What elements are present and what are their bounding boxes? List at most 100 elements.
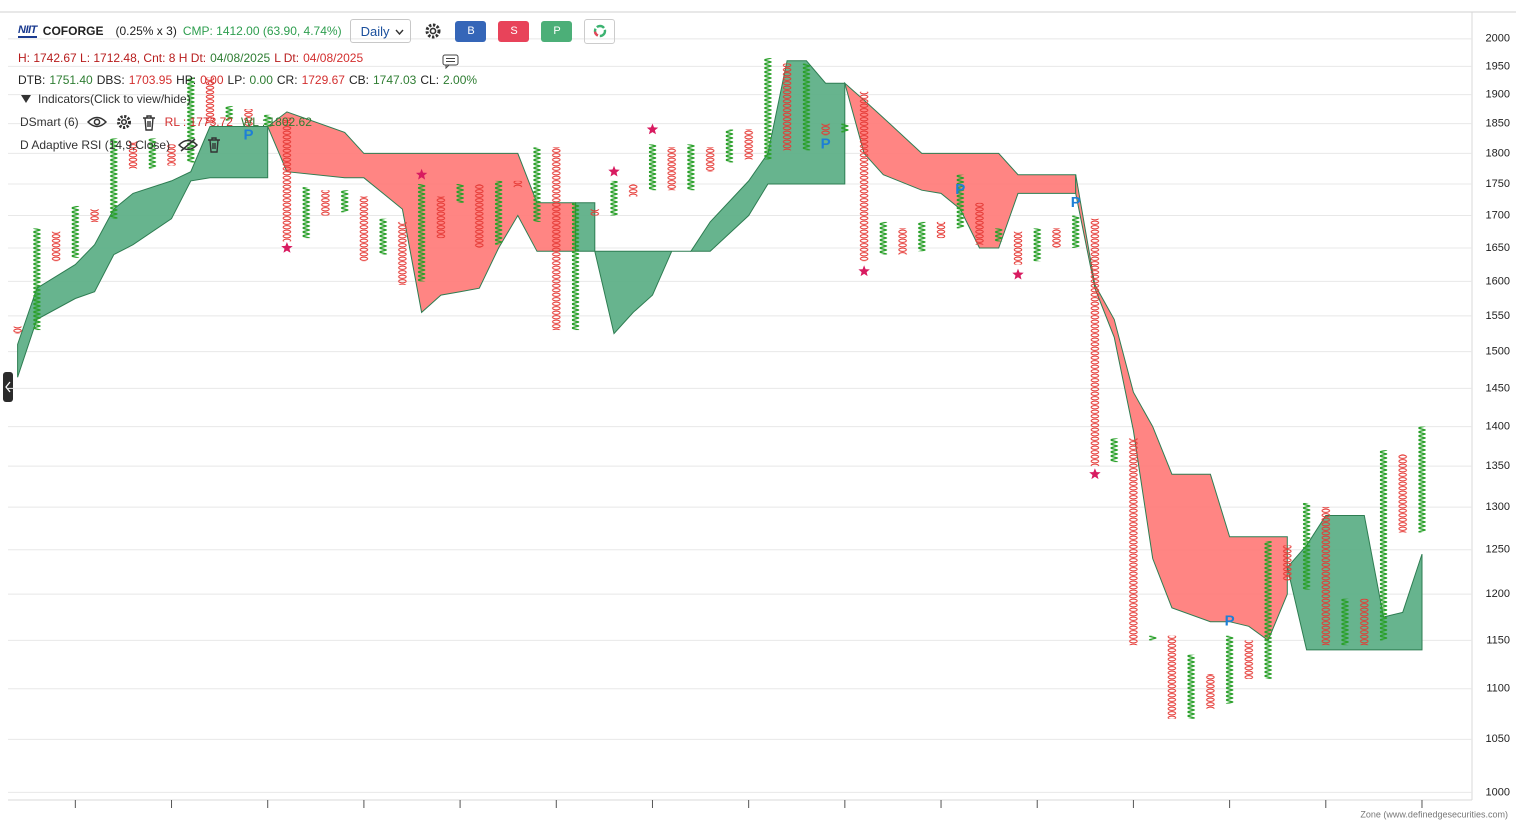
pnf-column-group <box>1032 228 1043 262</box>
pnf-column-group <box>743 129 754 160</box>
y-tick-label: 1250 <box>1486 544 1510 556</box>
pnf-column-group <box>570 202 581 331</box>
pnf-column-group <box>1320 507 1331 646</box>
delete-icon[interactable] <box>141 114 157 131</box>
y-tick-label: 1500 <box>1486 345 1510 357</box>
p-button[interactable]: P <box>541 20 573 42</box>
o-column <box>12 326 23 334</box>
pnf-column-group <box>628 184 639 197</box>
stat-text: LP: <box>227 73 246 87</box>
star-marker <box>608 165 620 177</box>
pnf-column-group <box>762 58 773 160</box>
pnf-column-group <box>512 180 523 188</box>
pnf-column-group <box>1128 438 1139 646</box>
o-column <box>512 180 523 188</box>
star-marker <box>415 168 428 180</box>
o-column <box>205 77 215 124</box>
pnf-column-group <box>455 184 466 203</box>
x-column <box>493 180 504 245</box>
pnf-column-group <box>1089 218 1100 467</box>
interval-text[interactable]: Daily <box>360 24 390 39</box>
dropdown-icon[interactable] <box>395 29 405 35</box>
stat-text: HP: <box>176 73 197 87</box>
x-column <box>1032 228 1043 262</box>
pnf-column-group <box>878 221 889 255</box>
o-column <box>128 141 138 169</box>
indicator-toggle-text[interactable]: Indicators(Click to view/hide) <box>38 92 191 106</box>
o-column <box>782 63 793 151</box>
o-column <box>820 123 831 136</box>
pnf-column-group <box>128 141 138 169</box>
x-column <box>455 184 466 203</box>
x-column <box>416 184 427 282</box>
o-column <box>243 109 254 127</box>
x-column <box>1186 654 1197 719</box>
pnf-column-group <box>705 147 716 172</box>
x-column <box>147 138 158 169</box>
cloud-area <box>17 126 269 378</box>
delete-icon[interactable] <box>206 136 222 153</box>
x-column <box>801 63 812 151</box>
pnf-column-group <box>339 190 350 213</box>
settings-icon[interactable] <box>423 21 443 41</box>
o-column <box>589 209 600 216</box>
x-column <box>378 218 389 255</box>
x-column <box>1301 502 1312 590</box>
star-marker <box>646 123 659 135</box>
indicator-row: D Adaptive RSI (14,9,Close) <box>20 136 222 153</box>
x-column <box>609 180 619 216</box>
o-column <box>1013 231 1023 265</box>
pnf-column-group <box>1301 502 1312 590</box>
toggle-icon[interactable] <box>20 94 32 104</box>
o-column <box>705 147 716 172</box>
pnf-column-group <box>1013 231 1023 265</box>
sell-button[interactable]: S <box>498 20 530 42</box>
pnf-column-group <box>243 109 254 127</box>
view-icon[interactable] <box>178 137 199 152</box>
y-tick-label: 1300 <box>1486 501 1510 513</box>
pnf-column-group <box>839 123 850 133</box>
stat-text: H: 1742.67 L: 1712.48, Cnt: 8 H Dt: <box>18 51 207 65</box>
interval-select[interactable]: Daily <box>349 19 412 43</box>
pnf-column-group <box>108 138 119 219</box>
x-column <box>70 205 81 258</box>
indicator-name: DSmart (6) <box>20 115 79 129</box>
pnf-column-group <box>378 218 389 255</box>
y-tick-label: 1350 <box>1486 460 1510 472</box>
indicator-settings-icon[interactable] <box>115 113 133 131</box>
o-column <box>551 147 562 331</box>
cloud-area <box>575 202 691 335</box>
pnf-column-group <box>666 147 677 191</box>
refresh-icon[interactable] <box>593 24 607 38</box>
x-column <box>532 147 542 222</box>
pnf-column-group <box>916 221 927 252</box>
o-column <box>1282 545 1293 581</box>
plot-layer: P P P P P <box>8 38 1472 808</box>
star-marker <box>1012 268 1024 280</box>
indicator-values: RL : 1773.72 WL : 1802.62 <box>165 115 312 129</box>
pnf-column-group <box>185 77 196 163</box>
side-tab-icon[interactable] <box>5 381 11 393</box>
pnf-column-group <box>1186 654 1197 719</box>
refresh-button[interactable] <box>584 18 616 44</box>
y-tick-label: 1200 <box>1486 588 1510 600</box>
comment-icon[interactable] <box>442 54 460 69</box>
x-column <box>31 228 42 331</box>
signal-label: P <box>821 135 831 152</box>
side-tab[interactable] <box>3 372 13 402</box>
y-tick-label: 1550 <box>1486 310 1510 322</box>
buy-button[interactable]: B <box>455 20 487 42</box>
side-tab-bg[interactable] <box>3 372 13 402</box>
signal-label: P <box>955 181 965 198</box>
stat-text: CB: <box>348 73 369 87</box>
indicator-toggle[interactable]: Indicators(Click to view/hide) <box>20 92 191 106</box>
pnf-column-group <box>1224 635 1235 704</box>
pnf-column-group <box>1243 640 1254 679</box>
pnf-column-group <box>1378 450 1389 641</box>
pnf-column-group <box>859 91 870 262</box>
view-icon[interactable] <box>86 115 107 129</box>
stat-text: 04/08/2025 <box>210 51 271 65</box>
o-column <box>1205 674 1216 709</box>
multiplier: (0.25% x 3) <box>115 24 177 38</box>
